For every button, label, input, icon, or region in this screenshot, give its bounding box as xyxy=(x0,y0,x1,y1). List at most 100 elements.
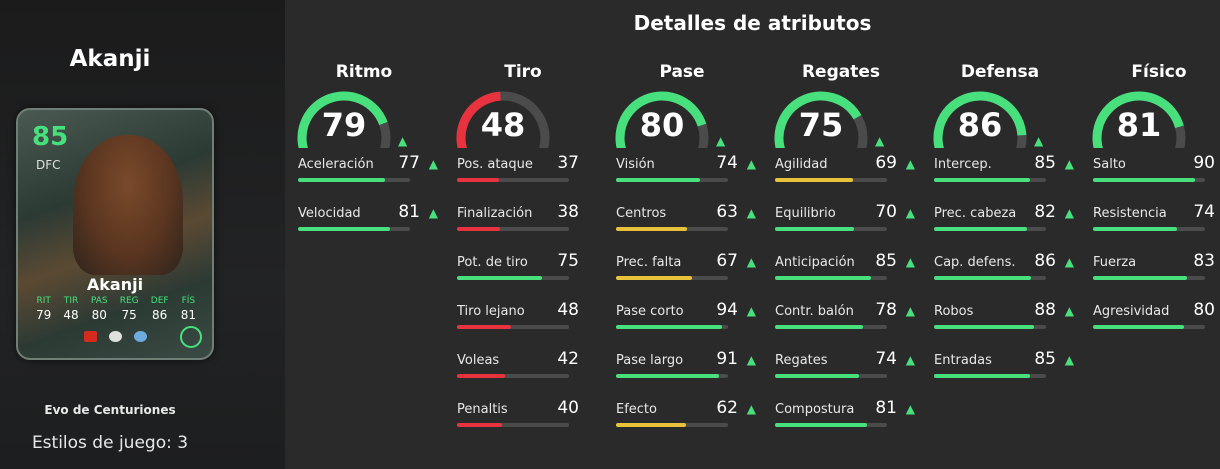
evolution-name: Evo de Centuriones xyxy=(44,403,176,417)
attribute-group-0: Ritmo 79 ▲ Aceleración 77 ▲ Velocidad 81 ▲ xyxy=(297,62,438,255)
stat-row[interactable]: Salto 90 xyxy=(1093,153,1220,206)
stat-value: 81 xyxy=(875,398,897,418)
stat-bar-track xyxy=(775,325,887,329)
stat-label: Resistencia xyxy=(1093,206,1167,221)
stat-row[interactable]: Centros 63 ▲ xyxy=(616,202,756,255)
stat-bar-fill xyxy=(616,178,700,182)
gauge-arc xyxy=(774,91,868,148)
stat-row[interactable]: Velocidad 81 ▲ xyxy=(298,202,438,255)
stat-value: 85 xyxy=(875,251,897,271)
stat-bar-track xyxy=(457,227,569,231)
stat-value: 48 xyxy=(557,300,579,320)
stat-row[interactable]: Aceleración 77 ▲ xyxy=(298,153,438,206)
card-stat-value: 86 xyxy=(152,308,168,322)
stat-value: 81 xyxy=(398,202,420,222)
stat-label: Prec. falta xyxy=(616,255,682,270)
stat-row[interactable]: Intercep. 85 ▲ xyxy=(934,153,1074,206)
stat-bar-track xyxy=(298,227,410,231)
stat-bar-track xyxy=(1093,325,1205,329)
stat-row[interactable]: Prec. falta 67 ▲ xyxy=(616,251,756,304)
group-title: Regates xyxy=(801,62,881,82)
stat-bar-fill xyxy=(457,423,503,427)
stat-row[interactable]: Fuerza 83 xyxy=(1093,251,1220,304)
stat-row[interactable]: Equilibrio 70 ▲ xyxy=(775,202,915,255)
stat-bar-track xyxy=(775,276,887,280)
stat-bar-fill xyxy=(775,178,854,182)
stat-row[interactable]: Voleas 42 xyxy=(457,349,597,402)
stat-row[interactable]: Finalización 38 xyxy=(457,202,597,255)
stat-value: 80 xyxy=(1193,300,1215,320)
stat-bar-track xyxy=(1093,276,1205,280)
stat-bar-fill xyxy=(934,276,1032,280)
group-stats: Visión 74 ▲ Centros 63 ▲ Prec. falta 67 ▲ Pase co… xyxy=(616,153,756,451)
club-badge-icon xyxy=(134,331,147,342)
card-stat: RIT 79 xyxy=(36,296,51,322)
stat-label: Prec. cabeza xyxy=(934,206,1017,221)
stat-bar-fill xyxy=(1093,276,1187,280)
stat-label: Visión xyxy=(616,157,655,172)
stat-bar-fill xyxy=(616,276,692,280)
card-stat-label: FÍS xyxy=(181,296,196,306)
card-stat-label: PAS xyxy=(90,296,108,306)
upgrade-arrow-icon: ▲ xyxy=(905,157,915,171)
card-stat: PAS 80 xyxy=(91,296,108,322)
stat-row[interactable]: Resistencia 74 xyxy=(1093,202,1220,255)
stat-bar-fill xyxy=(298,227,390,231)
upgrade-arrow-icon: ▲ xyxy=(746,304,756,318)
stat-row[interactable]: Contr. balón 78 ▲ xyxy=(775,300,915,353)
stat-bar-track xyxy=(457,325,569,329)
card-stat-label: TIR xyxy=(63,296,79,306)
stat-row[interactable]: Efecto 62 ▲ xyxy=(616,398,756,451)
stat-row[interactable]: Penaltis 40 xyxy=(457,398,597,451)
gauge-arc xyxy=(615,91,709,148)
card-badges xyxy=(84,331,147,342)
stat-bar-track xyxy=(616,227,728,231)
card-stats: RIT 79 TIR 48 PAS 80 REG 75 DEF 86 FÍS 81 xyxy=(36,296,196,322)
stat-bar-fill xyxy=(934,325,1034,329)
attribute-group-2: Pase 80 ▲ Visión 74 ▲ Centros 63 ▲ Prec. falta 67 ▲… xyxy=(615,62,756,451)
stat-row[interactable]: Agresividad 80 xyxy=(1093,300,1220,353)
stat-row[interactable]: Pot. de tiro 75 xyxy=(457,251,597,304)
stat-bar-fill xyxy=(457,276,542,280)
stat-row[interactable]: Visión 74 ▲ xyxy=(616,153,756,206)
stat-bar-track xyxy=(616,178,728,182)
stat-row[interactable]: Anticipación 85 ▲ xyxy=(775,251,915,304)
stat-value: 88 xyxy=(1034,300,1056,320)
player-card[interactable]: 85 DFC Akanji RIT 79 TIR 48 PAS 80 REG 75 DE… xyxy=(16,108,214,360)
upgrade-arrow-icon: ▲ xyxy=(1064,157,1074,171)
stat-value: 82 xyxy=(1034,202,1056,222)
card-stat: REG 75 xyxy=(120,296,139,322)
stat-row[interactable]: Agilidad 69 ▲ xyxy=(775,153,915,206)
stat-label: Intercep. xyxy=(934,157,992,172)
stat-row[interactable]: Pase largo 91 ▲ xyxy=(616,349,756,402)
stat-value: 70 xyxy=(875,202,897,222)
stat-row[interactable]: Pos. ataque 37 xyxy=(457,153,597,206)
stat-bar-track xyxy=(1093,178,1205,182)
stat-row[interactable]: Regates 74 ▲ xyxy=(775,349,915,402)
stat-row[interactable]: Entradas 85 ▲ xyxy=(934,349,1074,402)
stat-row[interactable]: Pase corto 94 ▲ xyxy=(616,300,756,353)
stat-value: 38 xyxy=(557,202,579,222)
stat-row[interactable]: Robos 88 ▲ xyxy=(934,300,1074,353)
stat-value: 40 xyxy=(557,398,579,418)
stat-value: 85 xyxy=(1034,349,1056,369)
stat-value: 62 xyxy=(716,398,738,418)
player-portrait xyxy=(73,135,183,275)
stat-bar-track xyxy=(775,423,887,427)
stat-label: Fuerza xyxy=(1093,255,1137,270)
stat-bar-track xyxy=(457,374,569,378)
stat-bar-track xyxy=(1093,227,1205,231)
card-stat-value: 75 xyxy=(121,308,137,322)
stat-row[interactable]: Tiro lejano 48 xyxy=(457,300,597,353)
stat-bar-fill xyxy=(775,227,855,231)
attribute-group-1: Tiro 48 Pos. ataque 37 Finalización 38 Pot. de… xyxy=(456,62,597,451)
stat-row[interactable]: Cap. defens. 86 ▲ xyxy=(934,251,1074,304)
group-stats: Intercep. 85 ▲ Prec. cabeza 82 ▲ Cap. defens. 8… xyxy=(934,153,1074,402)
stat-row[interactable]: Prec. cabeza 82 ▲ xyxy=(934,202,1074,255)
group-gauge: 86 ▲ xyxy=(930,88,1043,148)
stat-row[interactable]: Compostura 81 ▲ xyxy=(775,398,915,451)
stat-bar-fill xyxy=(1093,227,1177,231)
stat-bar-fill xyxy=(775,276,872,280)
card-stat-label: REG xyxy=(119,296,139,306)
group-value: 80 xyxy=(639,106,685,144)
